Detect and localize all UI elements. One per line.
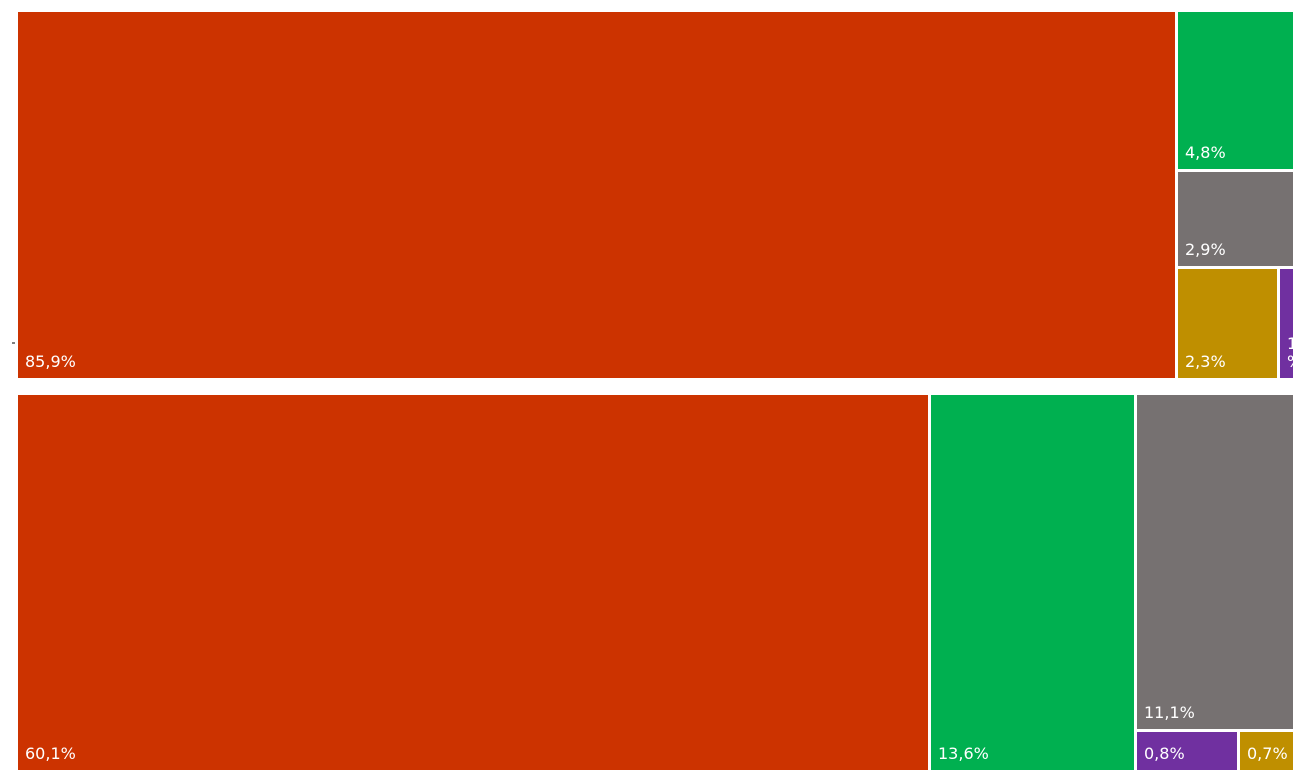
treemap-tile-red [18, 395, 928, 770]
treemap-tile-green [1178, 12, 1293, 169]
treemap-tile-green [931, 395, 1134, 770]
tile-value-label: 1% [1287, 334, 1293, 371]
tile-value-label: 13,6% [938, 744, 989, 763]
tile-value-label: 11,1% [1144, 703, 1195, 722]
tile-value-label: 85,9% [25, 352, 76, 371]
treemap-tile-gold [1240, 732, 1293, 770]
tile-value-label: 2,9% [1185, 240, 1226, 259]
tile-value-label: 4,8% [1185, 143, 1226, 162]
treemap-tile-gray [1178, 172, 1293, 266]
treemap-tile-red [18, 12, 1175, 378]
treemap-tile-purple [1137, 732, 1237, 770]
tile-value-label: 60,1% [25, 744, 76, 763]
tile-value-label: 0,7% [1247, 744, 1288, 763]
treemap-tile-gold [1178, 269, 1277, 378]
tile-value-label: 2,3% [1185, 352, 1226, 371]
tile-value-label: 0,8% [1144, 744, 1185, 763]
treemap-tile-purple [1280, 269, 1293, 378]
treemap-tile-gray [1137, 395, 1293, 729]
